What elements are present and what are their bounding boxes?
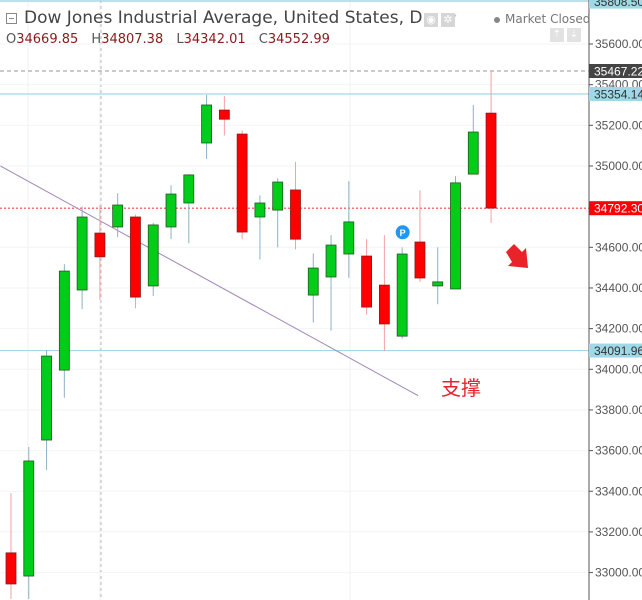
status-dot-icon [494, 16, 500, 23]
price-badge: 35354.14 [594, 87, 642, 101]
down-right-arrow-icon [506, 244, 528, 268]
axis-tick-label: 33400.00 [595, 484, 642, 498]
gear-icon[interactable]: ✲ [441, 13, 455, 27]
candle[interactable] [343, 181, 355, 278]
ohlc-open-key: O [6, 32, 17, 47]
candle[interactable] [414, 190, 426, 282]
chart-markers[interactable]: P [395, 225, 410, 240]
symbol-title: Dow Jones Industrial Average, United Sta… [24, 8, 439, 28]
axis-tick-label: 34600.00 [595, 240, 642, 254]
candle[interactable] [58, 264, 70, 398]
ohlc-low-value: 34342.01 [183, 32, 246, 47]
axis-tick-label: 34000.00 [595, 362, 642, 376]
candle[interactable] [112, 193, 124, 238]
candle[interactable] [201, 94, 212, 159]
candles [5, 71, 497, 600]
price-badge: 35808.50 [594, 0, 642, 9]
ohlc-open-value: 34669.85 [16, 32, 79, 47]
axis-tick-label: 33200.00 [595, 525, 642, 539]
price-badge: 34091.96 [594, 344, 642, 358]
chart-legend: Dow Jones Industrial Average, United Sta… [6, 8, 456, 47]
scale-down-icon[interactable]: ⇣ [567, 28, 581, 42]
candle[interactable] [165, 185, 177, 240]
axis-tick-label: 34200.00 [595, 322, 642, 336]
price-badge: 35467.22 [594, 64, 642, 78]
trend-line[interactable] [0, 165, 419, 397]
candle[interactable] [272, 178, 284, 248]
candle[interactable] [378, 235, 390, 351]
price-badge: 34792.30 [594, 202, 642, 216]
ohlc-close-value: 34552.99 [267, 32, 330, 47]
candle[interactable] [307, 253, 319, 323]
ohlc-values: O34669.85 H34807.38 L34342.01 C34552.99 [6, 32, 456, 47]
axis-tick-label: 35600.00 [595, 37, 642, 51]
candle[interactable] [41, 349, 52, 470]
candle[interactable] [450, 176, 461, 290]
axis-tick-label: 35200.00 [595, 118, 642, 132]
axis-tick-label: 33600.00 [595, 444, 642, 458]
candle[interactable] [147, 222, 159, 297]
candle[interactable] [183, 174, 195, 244]
candle[interactable] [5, 493, 17, 600]
support-annotation[interactable]: 支撑 [441, 376, 481, 400]
axis-tick-label: 35000.00 [595, 159, 642, 173]
candle[interactable] [325, 235, 337, 331]
marker-p-icon [395, 225, 410, 240]
collapse-icon[interactable] [6, 12, 17, 24]
candle[interactable] [218, 95, 230, 136]
candle[interactable] [432, 247, 444, 305]
ohlc-low-key: L [176, 32, 184, 47]
candle[interactable] [396, 247, 408, 339]
candle[interactable] [76, 206, 88, 310]
candle[interactable] [254, 195, 266, 260]
horizontal-lines[interactable] [0, 0, 589, 352]
header-icons: ◉ ✲ [424, 13, 455, 27]
axis-tick-label: 33000.00 [595, 566, 642, 580]
axis-tick-label: 34400.00 [595, 281, 642, 295]
candle[interactable] [361, 239, 373, 315]
ohlc-high-key: H [91, 32, 102, 47]
price-badges: 35808.50 35467.22 35354.14 34792.30 34091.96 [589, 0, 642, 358]
candle[interactable] [485, 71, 497, 223]
market-status: Market Closed [494, 12, 590, 26]
candle[interactable] [467, 104, 479, 175]
svg-text:P: P [400, 228, 406, 238]
chart-grid [0, 0, 589, 600]
candle[interactable] [290, 161, 301, 250]
candle[interactable] [94, 205, 106, 300]
scale-up-icon[interactable]: ⇡ [550, 28, 564, 42]
ohlc-high-value: 34807.38 [101, 32, 164, 47]
candle[interactable] [23, 446, 35, 600]
eye-icon[interactable]: ◉ [424, 13, 438, 27]
market-status-text: Market Closed [505, 12, 591, 26]
symbol-title-row[interactable]: Dow Jones Industrial Average, United Sta… [6, 8, 456, 28]
candle[interactable] [236, 130, 248, 240]
ohlc-close-key: C [258, 32, 268, 47]
axis-tick-label: 33800.00 [595, 403, 642, 417]
scale-buttons: ⇡ ⇣ [550, 28, 581, 42]
candle[interactable] [130, 214, 141, 309]
